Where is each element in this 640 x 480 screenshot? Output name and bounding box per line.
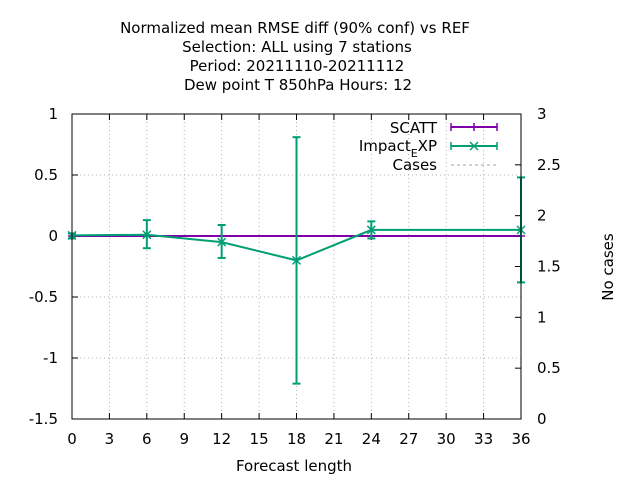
legend-impact-tail: XP (418, 137, 437, 155)
tick-labels: 0 3 6 9 12 15 18 21 24 27 30 33 3610.50-0.5-1-1.532.… (29, 105, 561, 448)
y2-tick-label: 3 (537, 105, 547, 123)
y2-axis-label: No cases (599, 233, 617, 301)
y-tick-label: 1 (48, 105, 58, 123)
impact-marker-b (366, 225, 376, 235)
y-tick-label: -0.5 (29, 288, 58, 306)
x-tick-label: 21 (324, 430, 343, 448)
y2-tick-label: 2 (537, 207, 547, 225)
x-tick-label: 33 (474, 430, 493, 448)
y2-tick-label: 1.5 (537, 258, 561, 276)
y-tick-label: -1.5 (29, 410, 58, 428)
plot-frame (71, 113, 522, 420)
impact-point (291, 255, 302, 265)
x-tick-label: 27 (399, 430, 418, 448)
impact-marker-b (217, 237, 227, 247)
y2-tick-label: 2.5 (537, 156, 561, 174)
x-tick-label: 12 (212, 430, 231, 448)
y2-tick-label: 0.5 (537, 359, 561, 377)
x-tick-label: 9 (179, 430, 189, 448)
y-tick-label: -1 (43, 349, 58, 367)
legend-label-impact: ImpactEXP (359, 137, 437, 160)
y-tick-label: 0 (48, 227, 58, 245)
x-tick-label: 3 (105, 430, 115, 448)
series-layer (67, 136, 526, 385)
impact-point (142, 230, 152, 240)
x-tick-label: 30 (437, 430, 456, 448)
legend-impact-marker-b (469, 141, 479, 151)
impact-marker-b (142, 230, 152, 240)
y2-tick-label: 1 (537, 308, 547, 326)
x-tick-label: 24 (362, 430, 381, 448)
impact-marker-b (291, 255, 302, 265)
x-tick-label: 36 (511, 430, 530, 448)
legend: SCATT ImpactEXP Cases (359, 119, 498, 174)
impact-point (217, 237, 227, 247)
legend-label-scatt: SCATT (390, 119, 438, 137)
y-tick-label: 0.5 (34, 166, 58, 184)
x-tick-label: 15 (250, 430, 269, 448)
title-line-3: Period: 20211110-20211112 (190, 57, 405, 75)
x-axis-label: Forecast length (236, 457, 352, 475)
legend-impact-sub: E (411, 147, 418, 160)
x-tick-label: 18 (287, 430, 306, 448)
title-line-2: Selection: ALL using 7 stations (182, 38, 412, 56)
x-tick-label: 0 (67, 430, 77, 448)
x-tick-label: 6 (142, 430, 152, 448)
impact-line (71, 228, 521, 262)
title-line-1: Normalized mean RMSE diff (90% conf) vs … (120, 19, 470, 37)
legend-label-cases: Cases (392, 156, 437, 174)
legend-impact-main: Impact (359, 137, 411, 155)
title-line-4: Dew point T 850hPa Hours: 12 (184, 76, 412, 94)
y2-tick-label: 0 (537, 410, 547, 428)
chart-title: Normalized mean RMSE diff (90% conf) vs … (120, 19, 470, 94)
impact-point (366, 225, 376, 235)
